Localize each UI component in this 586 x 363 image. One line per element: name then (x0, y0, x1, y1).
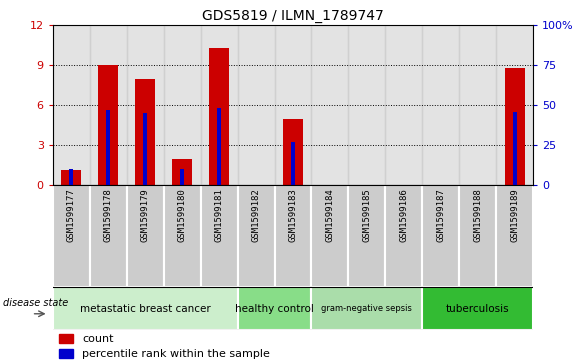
Bar (59, 349, 73, 358)
Bar (163, 185, 200, 287)
Text: GSM1599177: GSM1599177 (67, 188, 76, 242)
Bar (98, 65, 118, 185)
Bar (143, 113, 147, 185)
Bar (180, 169, 185, 185)
Text: GSM1599185: GSM1599185 (362, 188, 372, 242)
Bar (163, 25, 200, 185)
Bar (274, 185, 312, 287)
Bar (237, 287, 312, 330)
Bar (496, 185, 533, 287)
Bar (312, 25, 349, 185)
Bar (459, 185, 496, 287)
Text: healthy control: healthy control (235, 303, 314, 314)
Text: GSM1599187: GSM1599187 (437, 188, 445, 242)
Bar (423, 25, 459, 185)
Bar (172, 159, 192, 185)
Text: disease state: disease state (2, 298, 68, 308)
Bar (237, 25, 274, 185)
Bar (53, 185, 90, 287)
Bar (127, 185, 163, 287)
Bar (200, 185, 237, 287)
Text: count: count (82, 334, 114, 344)
Text: GSM1599181: GSM1599181 (214, 188, 224, 242)
Bar (90, 185, 127, 287)
Text: gram-negative sepsis: gram-negative sepsis (322, 304, 413, 313)
Bar (53, 25, 90, 185)
Text: GSM1599188: GSM1599188 (473, 188, 482, 242)
Bar (291, 142, 295, 185)
Text: percentile rank within the sample: percentile rank within the sample (82, 348, 270, 359)
Text: GSM1599179: GSM1599179 (141, 188, 149, 242)
Bar (312, 185, 349, 287)
Bar (386, 185, 423, 287)
Bar (69, 169, 73, 185)
Bar (349, 185, 386, 287)
Bar (217, 109, 222, 185)
Bar (135, 79, 155, 185)
Bar (59, 334, 73, 343)
Bar (283, 119, 303, 185)
Bar (127, 25, 163, 185)
Bar (312, 287, 423, 330)
Title: GDS5819 / ILMN_1789747: GDS5819 / ILMN_1789747 (202, 9, 384, 23)
Text: GSM1599178: GSM1599178 (104, 188, 113, 242)
Bar (61, 171, 81, 185)
Bar (505, 68, 525, 185)
Bar (349, 25, 386, 185)
Text: tuberculosis: tuberculosis (446, 303, 510, 314)
Bar (106, 110, 110, 185)
Bar (386, 25, 423, 185)
Bar (274, 25, 312, 185)
Bar (90, 25, 127, 185)
Bar (459, 25, 496, 185)
Text: GSM1599180: GSM1599180 (178, 188, 186, 242)
Bar (513, 112, 517, 185)
Bar (53, 287, 237, 330)
Text: GSM1599186: GSM1599186 (400, 188, 408, 242)
Text: GSM1599182: GSM1599182 (251, 188, 261, 242)
Text: GSM1599189: GSM1599189 (510, 188, 519, 242)
Bar (209, 48, 229, 185)
Text: GSM1599184: GSM1599184 (325, 188, 335, 242)
Bar (423, 287, 533, 330)
Bar (237, 185, 274, 287)
Bar (496, 25, 533, 185)
Text: metastatic breast cancer: metastatic breast cancer (80, 303, 210, 314)
Text: GSM1599183: GSM1599183 (288, 188, 298, 242)
Bar (423, 185, 459, 287)
Bar (200, 25, 237, 185)
